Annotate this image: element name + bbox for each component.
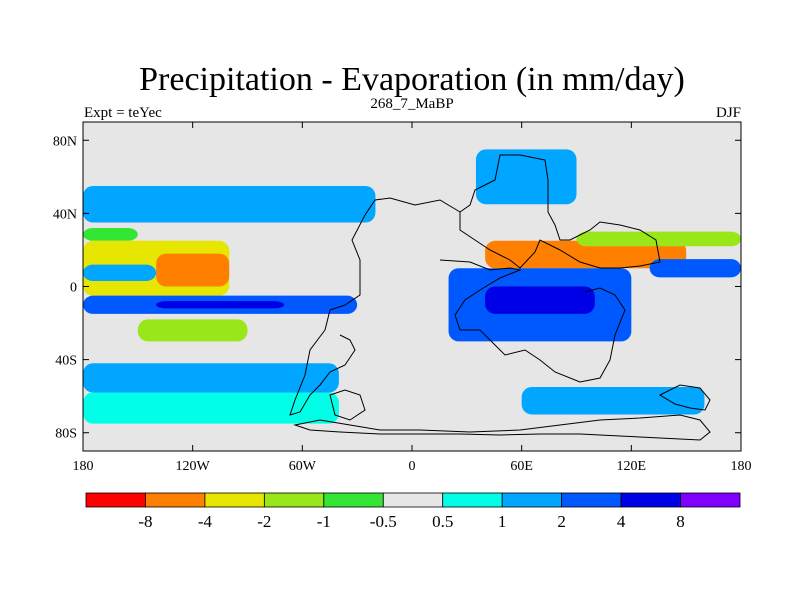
- data-band-0: [83, 228, 138, 241]
- colorbar-label-7: 2: [557, 512, 566, 531]
- y-tick-label-3: 40S: [55, 354, 77, 369]
- x-tick-label-1: 120W: [176, 459, 211, 474]
- experiment-label: Expt = teYec: [84, 105, 162, 121]
- data-band-4: [83, 264, 157, 282]
- colorbar-label-9: 8: [676, 512, 685, 531]
- data-band-14: [649, 259, 741, 278]
- colorbar-label-4: -0.5: [370, 512, 397, 531]
- colorbar-label-3: -1: [317, 512, 331, 531]
- data-band-10: [485, 240, 687, 269]
- colorbar-swatch-7: [501, 492, 563, 508]
- y-tick-label-2: 0: [70, 281, 77, 296]
- map-plot: [82, 121, 742, 452]
- colorbar-swatch-0: [85, 492, 146, 508]
- colorbar-label-2: -2: [257, 512, 271, 531]
- data-band-7: [83, 185, 376, 223]
- colorbar-swatch-9: [620, 492, 681, 508]
- chart-subtitle: 268_7_MaBP: [370, 96, 453, 112]
- chart-title: Precipitation - Evaporation (in mm/day): [139, 61, 685, 98]
- colorbar-label-5: 0.5: [432, 512, 453, 531]
- colorbar: -8 -4 -2 -1 -0.5 0.5 1 2 4 8: [85, 492, 741, 531]
- data-band-9: [83, 392, 339, 424]
- colorbar-label-6: 1: [498, 512, 507, 531]
- data-band-13: [485, 286, 595, 314]
- colorbar-label-1: -4: [198, 512, 213, 531]
- data-band-15: [475, 149, 577, 205]
- y-tick-label-0: 80N: [53, 134, 77, 149]
- x-tick-label-0: 180: [73, 459, 94, 474]
- x-tick-label-2: 60W: [289, 459, 317, 474]
- data-band-16: [521, 387, 705, 415]
- data-band-8: [83, 363, 339, 393]
- y-axis: 80N 40N 0 40S 80S: [53, 134, 741, 442]
- data-bands: [83, 149, 741, 424]
- data-band-3: [137, 319, 248, 342]
- colorbar-swatch-1: [145, 492, 206, 508]
- colorbar-swatch-10: [680, 492, 741, 508]
- colorbar-swatch-5: [382, 492, 444, 508]
- season-label: DJF: [716, 105, 741, 121]
- colorbar-swatch-3: [263, 492, 325, 508]
- data-band-11: [576, 231, 741, 247]
- x-tick-label-5: 120E: [617, 459, 647, 474]
- colorbar-label-8: 4: [617, 512, 626, 531]
- colorbar-swatch-4: [323, 492, 384, 508]
- data-band-2: [156, 253, 230, 287]
- x-tick-label-6: 180: [731, 459, 752, 474]
- colorbar-swatch-6: [442, 492, 503, 508]
- coastlines: [289, 154, 711, 441]
- colorbar-swatch-2: [204, 492, 265, 508]
- y-tick-label-4: 80S: [55, 427, 77, 442]
- colorbar-swatch-8: [561, 492, 622, 508]
- x-tick-label-3: 0: [409, 459, 416, 474]
- x-tick-label-4: 60E: [510, 459, 533, 474]
- y-tick-label-1: 40N: [53, 207, 77, 222]
- data-band-6: [156, 301, 285, 309]
- x-axis: 180 120W 60W 0 60E 120E 180: [73, 122, 752, 474]
- colorbar-label-0: -8: [138, 512, 152, 531]
